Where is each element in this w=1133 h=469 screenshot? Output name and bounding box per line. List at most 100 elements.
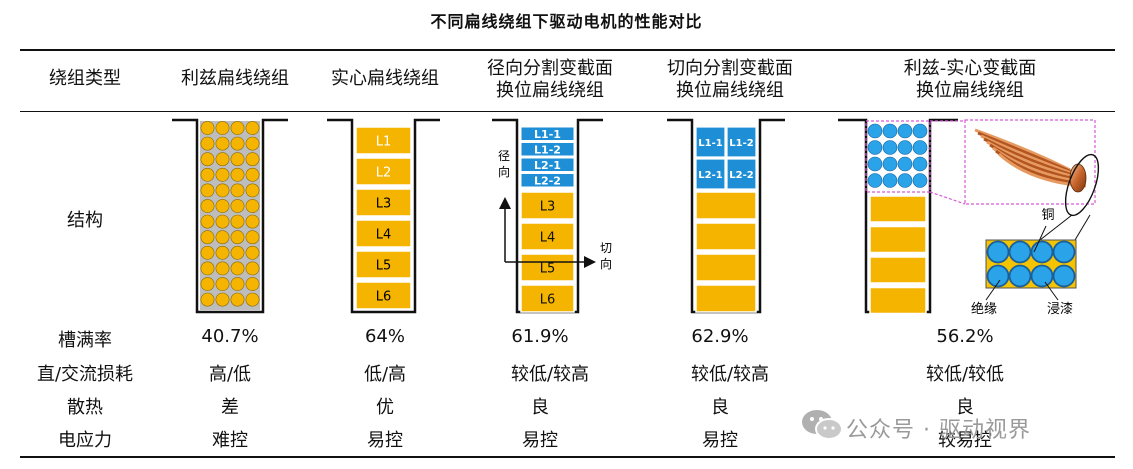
slot-diagram-solid: L1 L2 L3 L4 L5 L6	[327, 118, 440, 314]
litz-strand	[245, 121, 260, 135]
litz-strand	[200, 121, 215, 135]
litz-strand	[245, 152, 260, 167]
solid-conductor-3	[355, 188, 412, 217]
radial-solid-conductor-2	[520, 222, 575, 251]
hybrid-litz-strand	[912, 173, 928, 188]
header-col-tangential: 切向分割变截面 换位扁线绕组	[640, 58, 820, 102]
radial-solid-conductor-4-label: L6	[540, 293, 556, 308]
stress-litz: 难控	[212, 430, 248, 451]
header-col-litz-solid-line1: 利兹-实心变截面	[903, 58, 1037, 79]
radial-split-conductor-4	[520, 173, 575, 188]
litz-strand	[230, 167, 245, 182]
tangential-solid-conductor-3	[695, 253, 757, 282]
litz-strand	[230, 245, 245, 260]
slot-fill-litz: 40.7%	[201, 326, 259, 347]
tangential-solid-conductor-1	[695, 191, 757, 220]
zoom-ellipse	[1064, 153, 1100, 217]
solid-conductor-4	[355, 219, 412, 248]
cross-section-copper	[1030, 240, 1054, 264]
litz-strand	[245, 245, 260, 260]
cross-section-copper	[1052, 264, 1076, 288]
cross-section-copper	[1008, 240, 1032, 264]
solid-conductor-3-label: L3	[376, 197, 392, 212]
litz-strand	[200, 152, 215, 167]
tangential-split-label-4: L2-2	[729, 170, 753, 181]
row-label-loss: 直/交流损耗	[36, 364, 134, 385]
litz-strand	[215, 245, 230, 260]
hybrid-litz-strand	[912, 156, 928, 172]
slot-diagram-litz	[172, 118, 288, 314]
litz-strand	[215, 214, 230, 229]
radial-solid-conductor-3-label: L5	[540, 262, 556, 277]
heat-litz-solid: 良	[956, 397, 974, 418]
header-col-solid: 实心扁线绕组	[331, 68, 439, 89]
litz-strand	[230, 199, 245, 213]
solid-conductor-4-label: L4	[376, 228, 392, 243]
hybrid-litz-strand	[912, 123, 928, 139]
table-bottom-rule	[20, 456, 1115, 458]
hybrid-litz-strand	[897, 156, 913, 172]
hybrid-solid-conductor-3	[869, 256, 927, 284]
header-col-radial-line2: 换位扁线绕组	[496, 80, 604, 101]
litz-strand	[215, 136, 230, 151]
header-col-litz-solid: 利兹-实心变截面 换位扁线绕组	[860, 58, 1080, 102]
solid-conductor-6-label: L6	[376, 290, 392, 305]
solid-conductor-2	[355, 157, 412, 186]
radial-split-label-3: L2-1	[534, 159, 561, 172]
header-col-radial-line1: 径向分割变截面	[487, 58, 613, 79]
radial-split-label-2: L1-2	[534, 144, 561, 157]
solid-conductor-2-label: L2	[376, 166, 392, 181]
litz-strand	[230, 121, 245, 135]
radial-split-conductor-1	[520, 126, 575, 141]
radial-split-conductor-2	[520, 142, 575, 157]
radial-solid-conductor-4	[520, 284, 575, 313]
header-col-litz-solid-line2: 换位扁线绕组	[916, 80, 1024, 101]
stress-tangential: 易控	[702, 430, 738, 451]
radial-solid-conductor-1	[520, 191, 575, 220]
litz-strand	[230, 292, 245, 307]
zoom-line-2	[1074, 214, 1091, 241]
stress-litz-solid: 较易控	[938, 430, 992, 451]
litz-strand	[200, 136, 215, 151]
header-col-radial: 径向分割变截面 换位扁线绕组	[460, 58, 640, 102]
hybrid-litz-strand	[882, 156, 898, 172]
stress-radial: 易控	[522, 430, 558, 451]
hybrid-solid-conductor-2	[869, 225, 927, 254]
solid-conductor-6	[355, 281, 412, 310]
solid-conductor-1	[355, 126, 412, 155]
hybrid-litz-strand	[912, 140, 928, 155]
heat-radial: 良	[531, 397, 549, 418]
radial-split-label-4: L2-2	[534, 175, 561, 188]
tangential-split-label-2: L1-2	[729, 138, 753, 149]
hybrid-litz-strand	[867, 173, 883, 188]
hybrid-solid-conductor-1	[869, 195, 927, 223]
hybrid-litz-strand	[897, 173, 913, 188]
cross-section-copper	[1052, 240, 1076, 264]
litz-strand	[215, 199, 230, 213]
zoom-connector-bottom	[929, 191, 966, 205]
row-label-slot-fill: 槽满率	[58, 330, 112, 351]
litz-strand	[245, 230, 260, 245]
litz-strand	[230, 277, 245, 291]
slot-outline	[172, 118, 288, 314]
heat-solid: 优	[376, 397, 394, 418]
radial-solid-conductor-2-label: L4	[540, 231, 556, 246]
litz-strand	[215, 277, 230, 291]
hybrid-solid-conductor-4	[869, 286, 927, 315]
solid-conductor-1-label: L1	[376, 135, 392, 150]
watermark-text: 公众号 · 驱动视界	[846, 418, 1031, 443]
cross-section-copper	[1008, 264, 1032, 288]
radial-solid-conductor-3	[520, 253, 575, 282]
hybrid-litz-strand	[882, 123, 898, 139]
heat-litz: 差	[221, 397, 239, 418]
radial-solid-conductor-1-label: L3	[540, 200, 556, 215]
slot-fill-tangential: 62.9%	[691, 326, 749, 347]
hybrid-litz-strand	[897, 123, 913, 139]
radial-axis-char-2: 向	[498, 164, 510, 179]
litz-strand	[245, 292, 260, 307]
table-top-rule	[20, 49, 1115, 51]
slot-fill-solid: 64%	[364, 326, 405, 347]
row-label-stress: 电应力	[58, 430, 112, 451]
litz-strand	[245, 277, 260, 291]
